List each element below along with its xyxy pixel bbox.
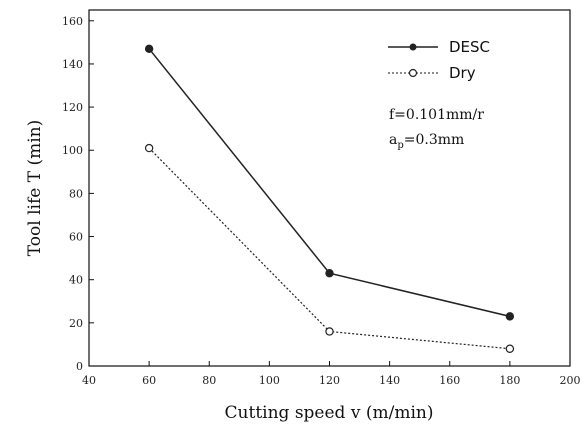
y-tick-label: 0 (76, 360, 83, 373)
y-tick-label: 80 (69, 187, 83, 200)
data-point-desc (144, 44, 154, 54)
legend-dry-marker (408, 68, 418, 78)
y-tick-label: 160 (62, 15, 83, 28)
x-tick-label: 120 (319, 374, 340, 387)
y-axis-ticks: 0 20 40 60 80 100 120 140 160 (62, 15, 94, 373)
y-tick-label: 60 (69, 231, 83, 244)
y-tick-label: 40 (69, 274, 83, 287)
x-tick-label: 140 (379, 374, 400, 387)
y-tick-label: 100 (62, 144, 83, 157)
x-axis-ticks: 40 60 80 100 120 140 160 180 200 (82, 361, 581, 387)
data-point-desc (325, 269, 334, 278)
legend: DESC Dry (388, 38, 490, 82)
y-tick-label: 140 (62, 58, 83, 71)
data-point-dry (325, 327, 334, 336)
x-tick-label: 180 (499, 374, 520, 387)
x-tick-label: 60 (142, 374, 156, 387)
data-point-dry (144, 143, 154, 153)
series-line-dry (148, 147, 510, 350)
depth-annotation: ap=0.3mm (389, 132, 464, 151)
x-tick-label: 100 (259, 374, 280, 387)
depth-prefix: a (389, 132, 397, 148)
series-layer (144, 44, 515, 353)
x-tick-label: 80 (202, 374, 216, 387)
depth-suffix: =0.3mm (404, 132, 465, 148)
feed-annotation: f=0.101mm/r (389, 107, 484, 123)
data-point-dry (505, 344, 515, 353)
legend-desc-marker (409, 43, 417, 51)
x-tick-label: 40 (82, 374, 96, 387)
x-tick-label: 200 (560, 374, 581, 387)
depth-subscript: p (397, 140, 403, 151)
x-axis-label: Cutting speed v (m/min) (225, 403, 434, 423)
legend-dry-label: Dry (449, 64, 476, 82)
y-tick-label: 120 (62, 101, 83, 114)
data-point-desc (505, 312, 515, 321)
y-tick-label: 20 (69, 317, 83, 330)
legend-desc-label: DESC (449, 38, 490, 56)
x-tick-label: 160 (439, 374, 460, 387)
y-axis-label: Tool life T (min) (25, 120, 45, 256)
